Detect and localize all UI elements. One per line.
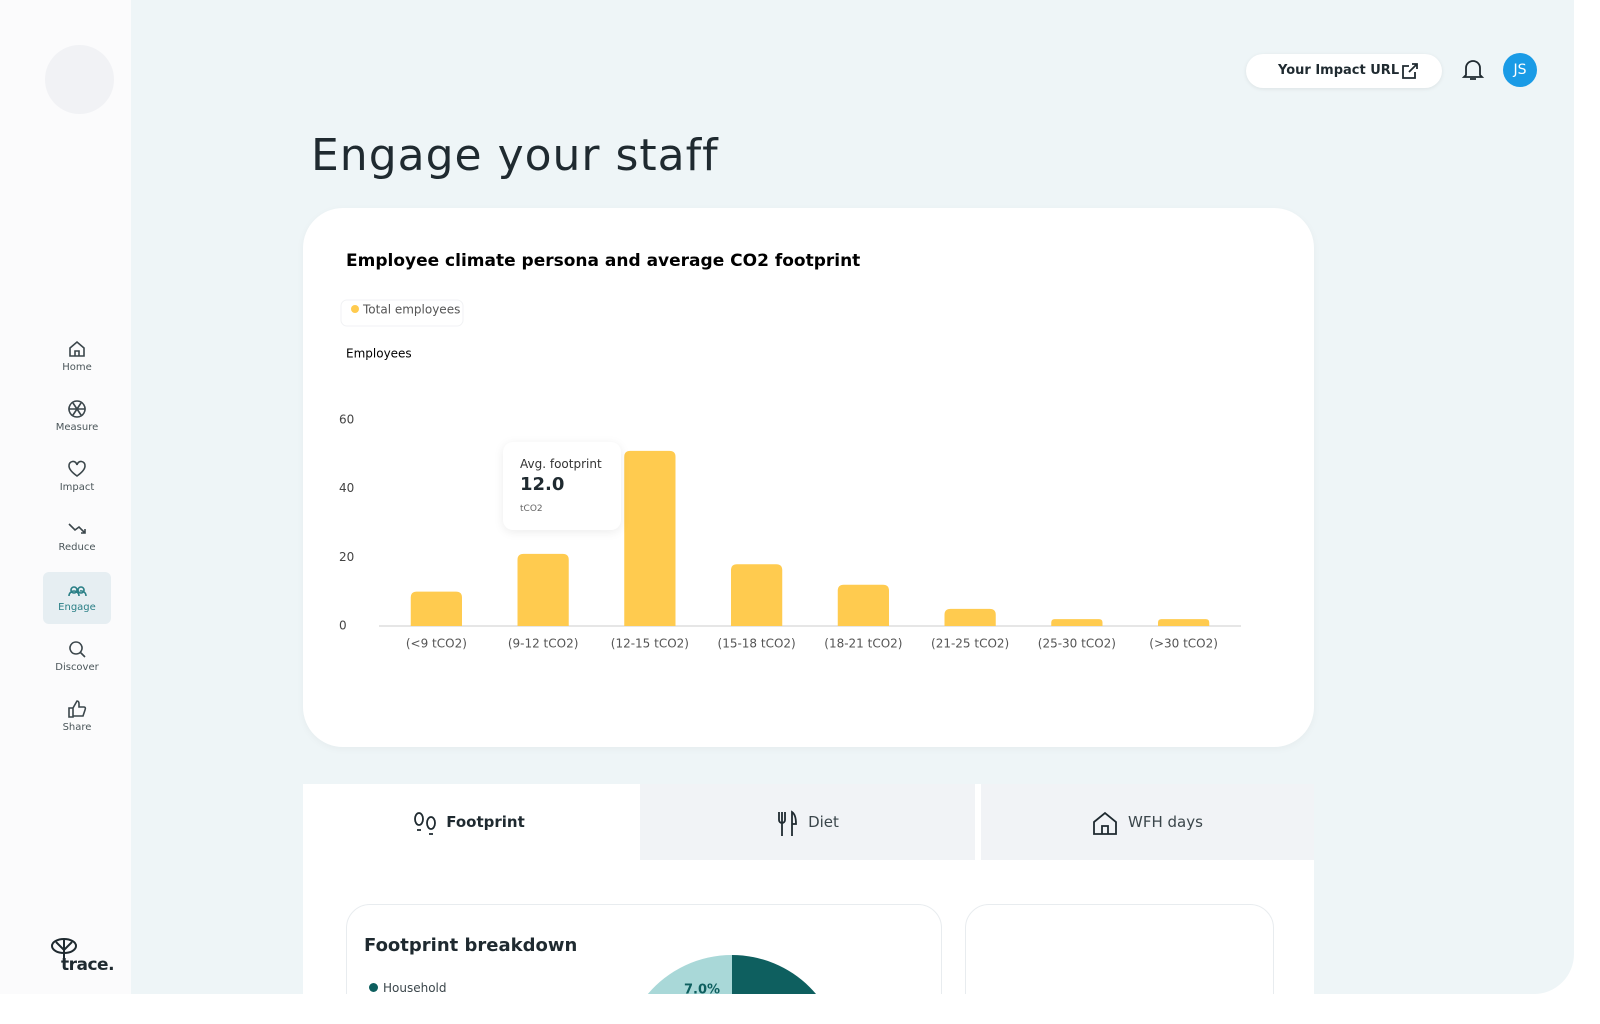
x-tick-label: (25-30 tCO2) [1038,637,1116,651]
nav-icon [69,340,85,357]
breakdown-title: Footprint breakdown [364,935,578,956]
bar [837,584,889,626]
bar [624,450,676,626]
notifications[interactable] [1461,57,1485,83]
org-logo [45,45,114,114]
legend-item: Household [369,981,447,994]
legend-marker [351,305,359,313]
brand: trace. [50,937,120,975]
tab-bg [981,784,1314,860]
x-tick-label: (15-18 tCO2) [718,637,796,651]
sidebar: Home Measure Impact Reduce Engage Discover Sha… [0,0,131,994]
breakdown-pie: 7.0% [647,954,816,995]
x-tick-label: (21-25 tCO2) [931,637,1009,651]
nav-item[interactable]: Impact [43,452,111,504]
nav-item[interactable]: Engage [43,572,111,624]
breakdown-card: Footprint breakdown Household 7.0% [346,904,942,994]
pie-label: 7.0% [684,983,720,995]
external-icon [1402,63,1418,79]
bar [1051,619,1103,626]
bar [517,553,569,626]
nav-label: Measure [55,422,99,433]
tab-icon [778,809,797,836]
nav-label: Reduce [58,542,96,553]
nav-label: Discover [55,662,99,673]
legend-label: Total employees [362,303,460,317]
page-title: Engage your staff [311,130,719,181]
x-tick-label: (<9 tCO2) [406,637,467,651]
nav-icon [68,586,87,597]
nav-icon [68,523,86,534]
brand-name: trace. [61,955,115,975]
nav-item[interactable]: Share [43,692,111,744]
chart-title: Employee climate persona and average CO2… [346,251,860,271]
nav-item[interactable]: Home [43,332,111,384]
legend-item-bg [340,299,464,327]
nav-item[interactable]: Discover [43,632,111,684]
nav-item[interactable]: Measure [43,392,111,444]
user-avatar[interactable]: JS [1503,53,1537,87]
tab-icon [414,811,437,835]
y-tick-label: 40 [339,481,354,495]
impact-url-button[interactable]: Your Impact URL [1246,54,1442,88]
nav-icon [68,700,87,718]
nav-icon [68,460,86,477]
bar [944,608,996,626]
x-tick-label: (9-12 tCO2) [508,637,579,651]
y-tick-label: 20 [339,550,354,564]
legend-label: Household [383,981,447,994]
y-tick-label: 0 [339,619,347,633]
tab-panel: Footprint Diet WFH days Footprint breakd… [303,784,1314,994]
bar [410,591,462,626]
pie-slice [647,954,732,994]
nav-item[interactable]: Reduce [43,512,111,564]
chart-card: Employee climate persona and average CO2… [303,208,1314,747]
tab-bg [640,784,975,860]
impact-url-label: Your Impact URL [1278,63,1400,78]
nav-label: Impact [59,482,95,493]
y-axis-label: Employees [346,347,412,361]
tooltip-title: Avg. footprint [520,457,602,471]
nav-label: Engage [58,602,96,613]
chart: Employee climate persona and average CO2… [339,251,1241,651]
nav-icon [68,400,86,418]
bar [731,564,783,626]
tab-footprint[interactable]: Footprint [303,784,634,860]
tab-diet[interactable]: Diet [640,784,975,860]
tooltip-value: 12.0 [520,474,565,495]
nav-label: Share [62,722,92,733]
brand-icon [51,938,77,961]
side-card [965,904,1274,994]
tab-label: Footprint [446,813,525,831]
tab-label: Diet [808,813,839,831]
x-tick-label: (18-21 tCO2) [824,637,902,651]
tab-wfh[interactable]: WFH days [981,784,1314,860]
tab-label: WFH days [1128,813,1203,831]
nav-icon [69,641,86,658]
x-tick-label: (12-15 tCO2) [611,637,689,651]
tab-icon [1093,811,1117,835]
tooltip-unit: tCO2 [520,504,543,514]
nav-label: Home [62,362,92,373]
tooltip: Avg. footprint 12.0 tCO2 [503,442,621,530]
pie-slice [732,955,816,994]
app-frame: Home Measure Impact Reduce Engage Discover Sha… [0,0,1574,994]
bar [1158,619,1210,626]
y-tick-label: 60 [339,413,354,427]
x-tick-label: (>30 tCO2) [1149,637,1218,651]
